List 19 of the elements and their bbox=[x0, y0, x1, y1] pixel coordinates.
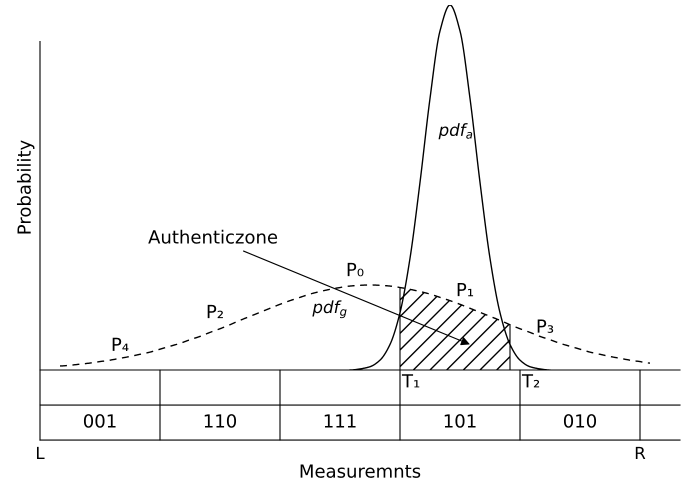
annotation: P₂ bbox=[208, 304, 223, 318]
text: T₁ bbox=[402, 374, 420, 388]
annotation: P₃ bbox=[538, 320, 554, 333]
text: 001 bbox=[84, 414, 116, 428]
text: T₂ bbox=[522, 374, 540, 388]
text: 111 bbox=[324, 414, 356, 428]
annotation: Authenticzone bbox=[148, 230, 278, 244]
annotation: pdf$_{g}$ bbox=[312, 300, 347, 318]
x-tick-label: R bbox=[636, 446, 646, 460]
text: 101 bbox=[444, 414, 476, 428]
y-axis-title: Probability bbox=[16, 140, 34, 234]
x-axis-title: Measuremnts bbox=[300, 464, 420, 478]
x-tick-label: L bbox=[36, 446, 45, 460]
annotation: P₁ bbox=[458, 283, 474, 296]
annotation: P₄ bbox=[112, 338, 128, 351]
text: 010 bbox=[564, 414, 596, 428]
annotation: P₀ bbox=[348, 262, 364, 276]
text: 110 bbox=[204, 414, 236, 428]
annotation: pdf$_{a}$ bbox=[438, 123, 472, 140]
